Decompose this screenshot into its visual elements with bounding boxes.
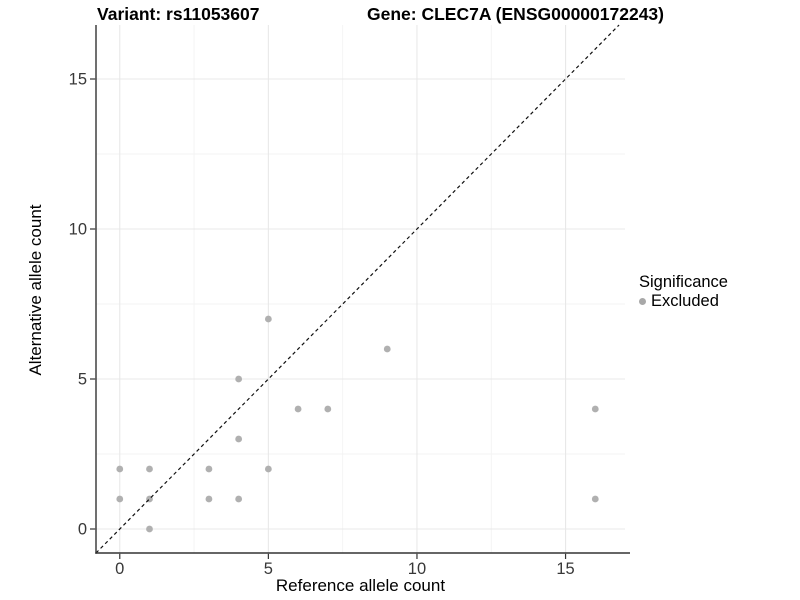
data-point [324,405,332,413]
data-point [116,495,124,503]
data-point [146,525,153,533]
y-tick-label: 0 [78,521,87,539]
legend-item-label: Excluded [651,292,719,310]
data-point [591,405,599,413]
legend-item-excluded: Excluded [639,292,728,310]
data-point [205,495,213,503]
y-tick-label: 15 [69,71,87,89]
data-point [264,465,272,473]
data-point [235,375,243,383]
x-tick-label: 15 [556,560,574,578]
x-axis-title: Reference allele count [275,576,446,595]
data-point [205,465,213,473]
x-tick-label: 10 [408,560,426,578]
legend: Significance Excluded [639,273,728,310]
excluded-marker-icon [639,297,646,305]
data-point [235,435,243,443]
data-point [383,345,391,353]
y-tick-label: 5 [78,371,87,389]
data-point [116,465,124,473]
y-tick-label: 10 [69,221,87,239]
x-tick-label: 0 [115,560,124,578]
data-point [235,495,243,503]
plot-title-variant: Variant: rs11053607 [97,4,260,24]
plot-title-gene: Gene: CLEC7A (ENSG00000172243) [367,4,664,24]
data-point [146,465,153,473]
y-axis-title: Alternative allele count [26,204,45,376]
data-point [264,315,272,323]
data-point [591,495,599,503]
data-point [294,405,302,413]
x-tick-label: 5 [264,560,273,578]
legend-title: Significance [639,273,728,291]
identity-line [95,24,620,554]
